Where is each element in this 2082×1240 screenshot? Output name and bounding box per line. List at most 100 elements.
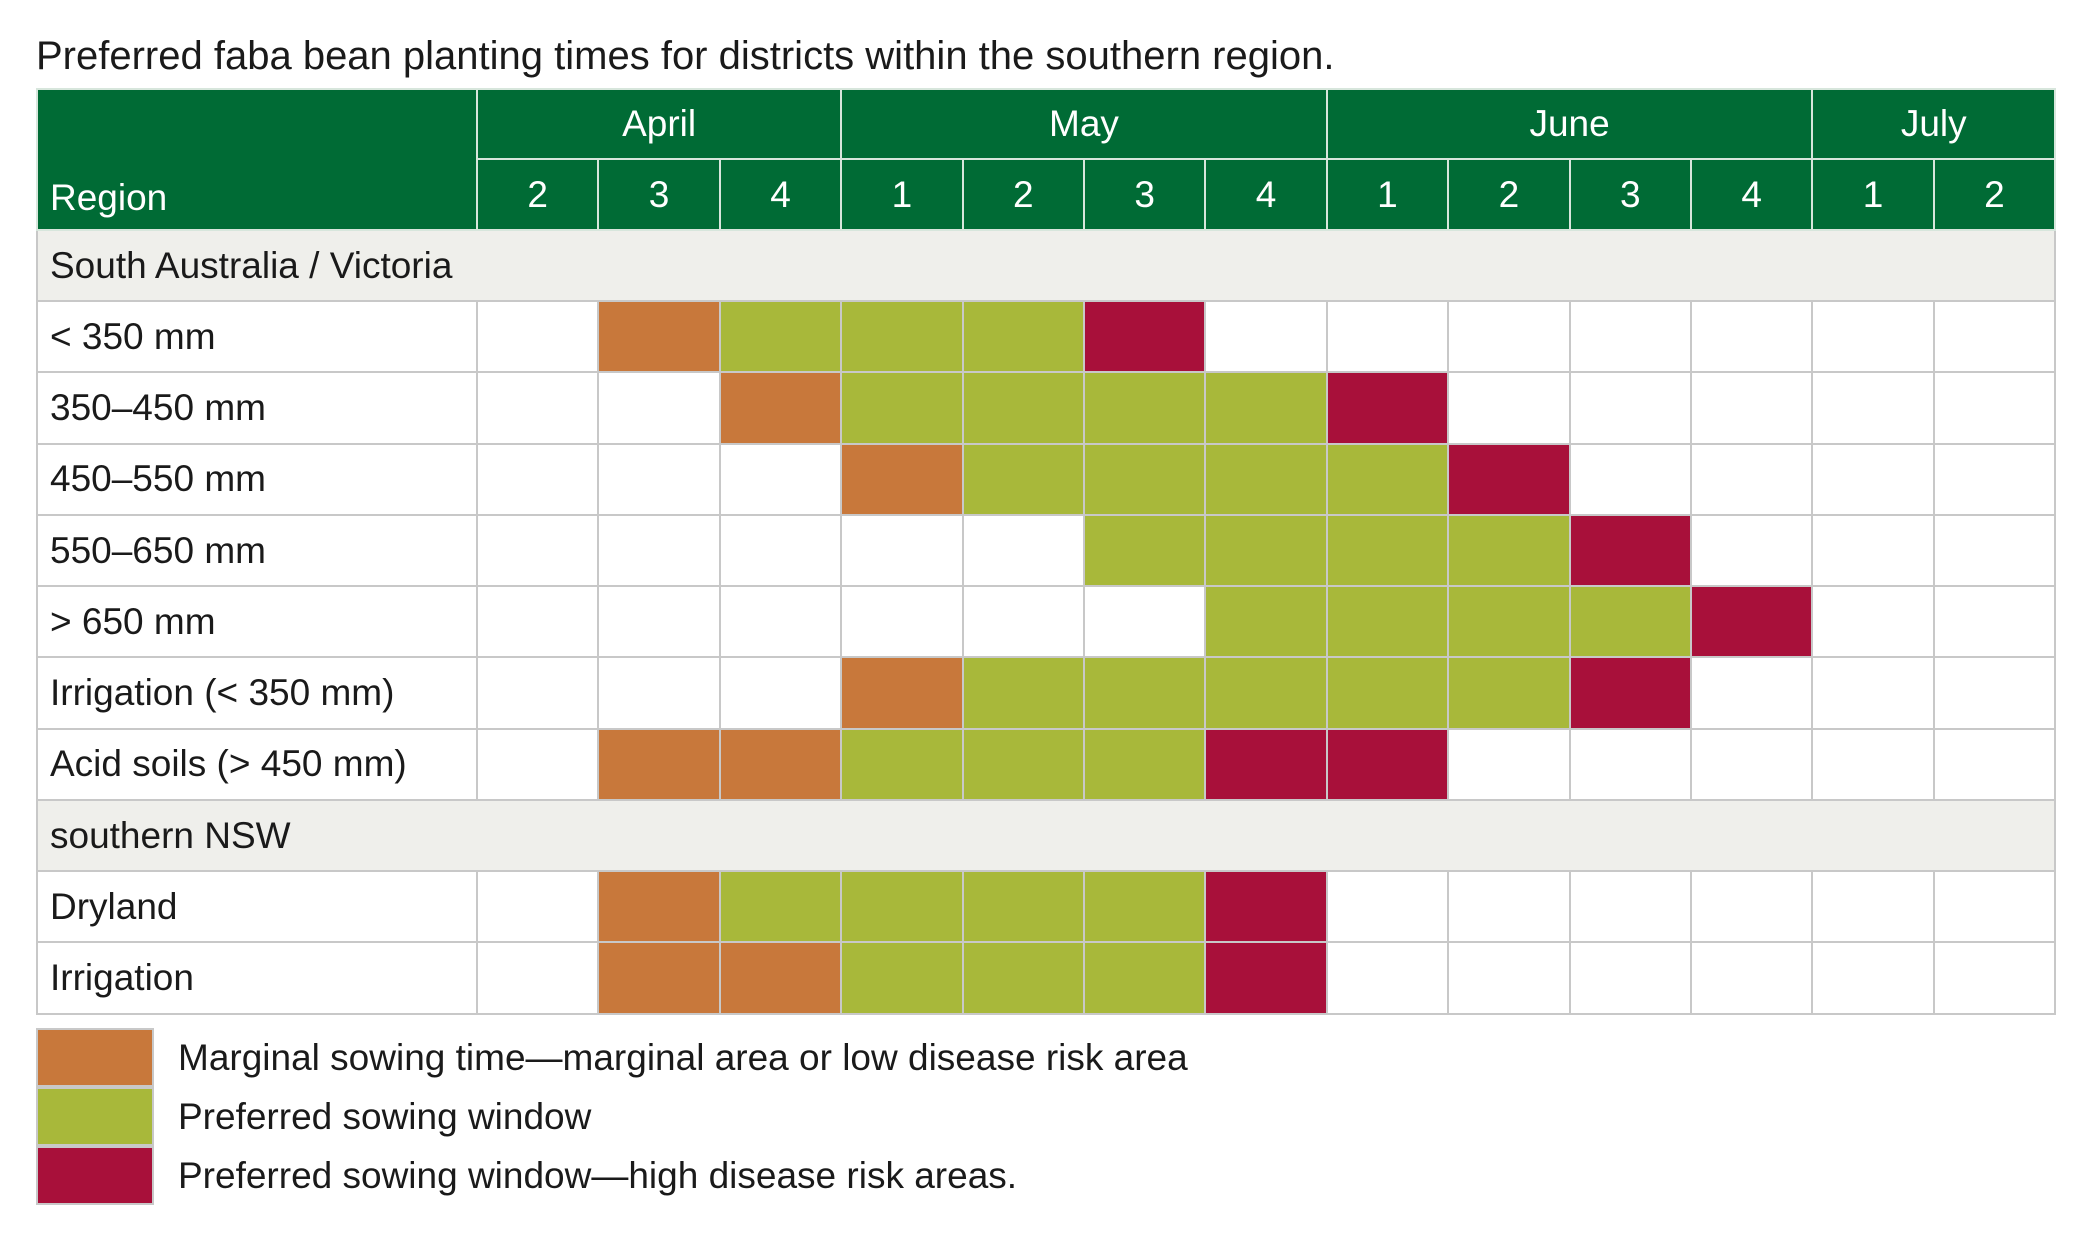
empty-cell xyxy=(1932,656,2057,730)
empty-cell xyxy=(1689,870,1814,944)
preferred-cell xyxy=(718,870,843,944)
preferred-cell xyxy=(961,941,1085,1015)
preferred-cell xyxy=(961,870,1085,944)
week-header: 3 xyxy=(1082,158,1207,231)
preferred-cell xyxy=(840,870,964,944)
empty-cell xyxy=(718,513,843,588)
empty-cell xyxy=(1689,371,1814,445)
empty-cell xyxy=(1325,941,1450,1015)
row-label: Dryland xyxy=(36,870,478,944)
marginal-cell xyxy=(840,442,964,516)
row-label: < 350 mm xyxy=(36,299,478,374)
empty-cell xyxy=(475,585,600,659)
empty-cell xyxy=(1447,870,1571,944)
preferred-cell xyxy=(1204,585,1328,659)
empty-cell xyxy=(1811,442,1935,516)
empty-cell xyxy=(1932,513,2057,588)
empty-cell xyxy=(1811,299,1935,374)
week-header: 1 xyxy=(840,158,964,231)
empty-cell xyxy=(1689,656,1814,730)
empty-cell xyxy=(1932,727,2057,802)
week-header: 4 xyxy=(718,158,843,231)
marginal-cell xyxy=(597,299,721,374)
high-risk-cell xyxy=(1082,299,1207,374)
empty-cell xyxy=(718,656,843,730)
table-row: Acid soils (> 450 mm) xyxy=(36,727,2057,802)
empty-cell xyxy=(597,513,721,588)
legend-text: Preferred sowing window xyxy=(178,1095,592,1137)
preferred-cell xyxy=(840,727,964,802)
week-header: 4 xyxy=(1204,158,1328,231)
high-risk-cell xyxy=(1204,727,1328,802)
empty-cell xyxy=(1447,299,1571,374)
table-row: < 350 mm xyxy=(36,299,2057,374)
row-label: 550–650 mm xyxy=(36,513,478,588)
table-body: South Australia / Victoria < 350 mm 350–45… xyxy=(35,229,2057,1015)
empty-cell xyxy=(1932,371,2057,445)
table-row: 550–650 mm xyxy=(36,513,2057,588)
empty-cell xyxy=(1932,870,2057,944)
preferred-cell xyxy=(961,727,1085,802)
empty-cell xyxy=(718,442,843,516)
legend-item: Preferred sowing window—high disease ris… xyxy=(36,1146,1188,1205)
empty-cell xyxy=(1447,727,1571,802)
empty-cell xyxy=(840,585,964,659)
high-risk-cell xyxy=(1204,941,1328,1015)
preferred-cell xyxy=(1447,585,1571,659)
week-header: 1 xyxy=(1811,158,1935,231)
table-row: > 650 mm xyxy=(36,585,2057,659)
marginal-cell xyxy=(840,656,964,730)
group-label: southern NSW xyxy=(35,799,2057,873)
marginal-cell xyxy=(718,727,843,802)
empty-cell xyxy=(475,371,600,445)
week-header: 3 xyxy=(597,158,721,231)
empty-cell xyxy=(475,442,600,516)
table-row: Dryland xyxy=(36,870,2057,944)
preferred-cell xyxy=(961,656,1085,730)
region-column-header: Region xyxy=(36,88,478,231)
week-header: 2 xyxy=(1447,158,1571,231)
preferred-cell xyxy=(1568,585,1692,659)
month-header-row: Region April May June July xyxy=(36,88,2057,231)
empty-cell xyxy=(1811,585,1935,659)
empty-cell xyxy=(597,656,721,730)
empty-cell xyxy=(1811,870,1935,944)
preferred-cell xyxy=(1204,513,1328,588)
legend-text: Preferred sowing window—high disease ris… xyxy=(178,1154,1018,1196)
preferred-cell xyxy=(1082,870,1207,944)
marginal-cell xyxy=(718,941,843,1015)
empty-cell xyxy=(1932,585,2057,659)
row-label: 350–450 mm xyxy=(36,371,478,445)
legend-item: Preferred sowing window xyxy=(36,1087,1188,1146)
preferred-cell xyxy=(840,371,964,445)
marginal-cell xyxy=(597,727,721,802)
high-risk-cell xyxy=(1568,656,1692,730)
empty-cell xyxy=(475,941,600,1015)
empty-cell xyxy=(475,513,600,588)
empty-cell xyxy=(1568,941,1692,1015)
empty-cell xyxy=(718,585,843,659)
empty-cell xyxy=(1689,299,1814,374)
preferred-cell xyxy=(1082,442,1207,516)
preferred-cell xyxy=(1204,371,1328,445)
empty-cell xyxy=(1568,442,1692,516)
empty-cell xyxy=(1932,442,2057,516)
preferred-cell xyxy=(1082,371,1207,445)
empty-cell xyxy=(1689,941,1814,1015)
legend-item: Marginal sowing time—marginal area or lo… xyxy=(36,1028,1188,1087)
table-row: Irrigation xyxy=(36,941,2057,1015)
month-header: July xyxy=(1811,88,2057,160)
preferred-cell xyxy=(1325,585,1450,659)
preferred-cell xyxy=(840,299,964,374)
empty-cell xyxy=(1325,299,1450,374)
preferred-cell xyxy=(1204,656,1328,730)
high-risk-cell xyxy=(1325,371,1450,445)
legend-swatch xyxy=(36,1087,154,1146)
empty-cell xyxy=(1689,727,1814,802)
empty-cell xyxy=(840,513,964,588)
empty-cell xyxy=(961,513,1085,588)
empty-cell xyxy=(1689,513,1814,588)
empty-cell xyxy=(1082,585,1207,659)
empty-cell xyxy=(1811,656,1935,730)
row-label: Acid soils (> 450 mm) xyxy=(36,727,478,802)
